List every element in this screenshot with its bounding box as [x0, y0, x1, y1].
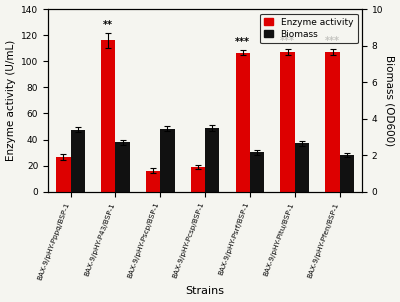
Bar	[146, 171, 160, 192]
Bar	[236, 53, 250, 192]
Text: ***: ***	[325, 36, 340, 46]
Bar	[160, 129, 174, 192]
Bar	[295, 143, 309, 192]
Bar	[70, 130, 85, 192]
Bar	[205, 128, 220, 192]
Bar	[101, 40, 115, 192]
Bar	[56, 157, 70, 192]
Text: ***: ***	[235, 37, 250, 47]
Y-axis label: Enzyme activity (U/mL): Enzyme activity (U/mL)	[6, 40, 16, 161]
Bar	[280, 52, 295, 192]
Bar	[340, 155, 354, 192]
Legend: Enzyme activity, Biomass: Enzyme activity, Biomass	[260, 14, 358, 43]
Bar	[115, 142, 130, 192]
Bar	[325, 52, 340, 192]
Text: **: **	[103, 20, 113, 30]
Y-axis label: Biomass (OD600): Biomass (OD600)	[384, 55, 394, 146]
Bar	[191, 167, 205, 192]
X-axis label: Strains: Strains	[186, 286, 224, 297]
Bar	[250, 153, 264, 192]
Text: ***: ***	[280, 36, 295, 46]
